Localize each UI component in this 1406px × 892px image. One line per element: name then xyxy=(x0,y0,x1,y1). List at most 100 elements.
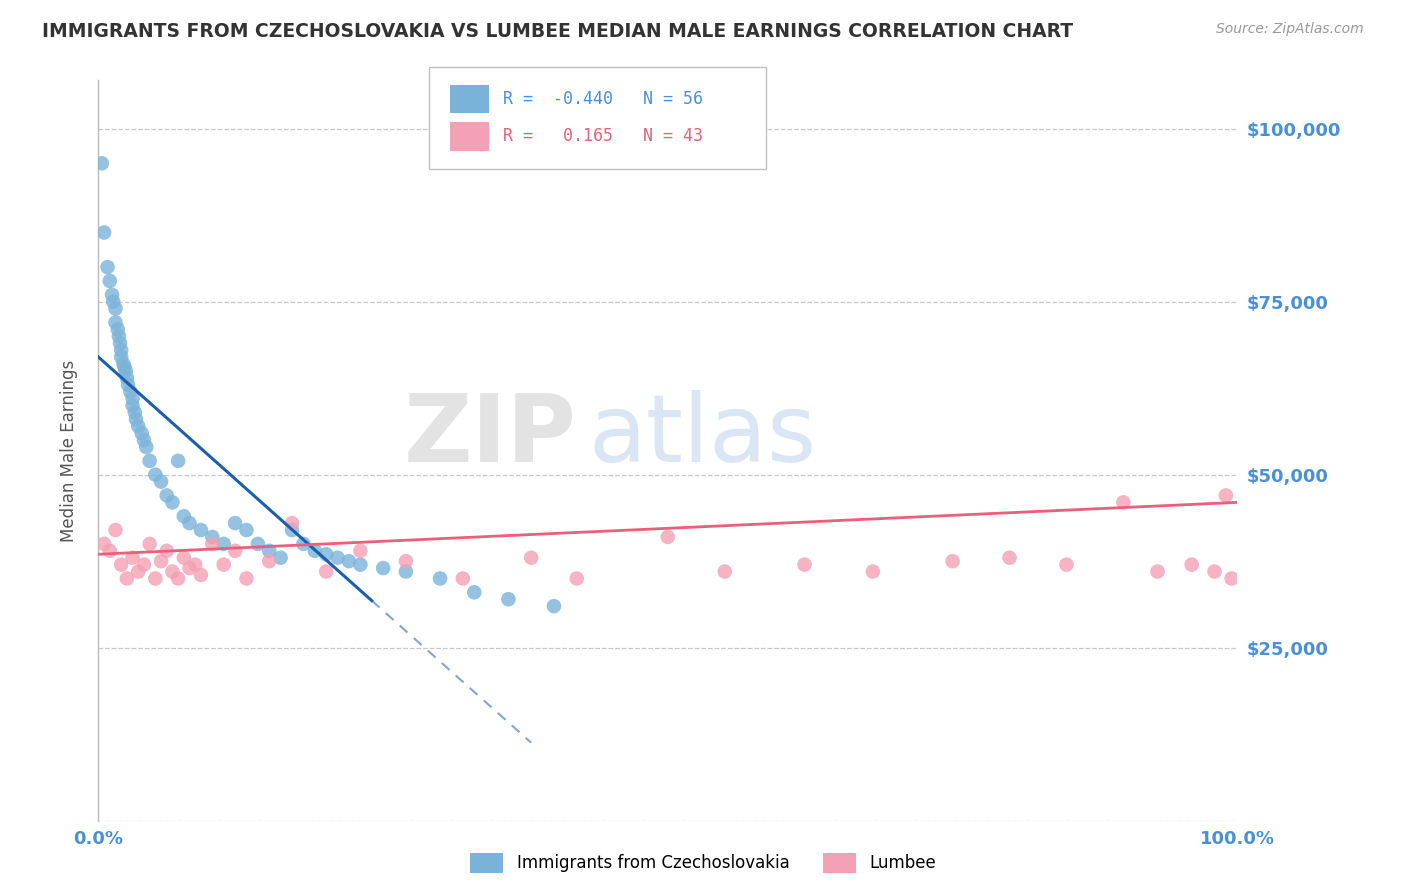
Point xyxy=(173,550,195,565)
Point xyxy=(543,599,565,614)
Point xyxy=(121,392,143,406)
Point xyxy=(108,329,131,343)
Point xyxy=(115,371,138,385)
Point xyxy=(179,516,201,530)
Point xyxy=(201,530,224,544)
Point xyxy=(112,357,135,371)
Point xyxy=(104,523,127,537)
Text: R =   0.165   N = 43: R = 0.165 N = 43 xyxy=(503,128,703,145)
Point xyxy=(110,350,132,364)
Point xyxy=(281,523,304,537)
Point xyxy=(104,315,127,329)
Point xyxy=(101,287,124,301)
Point xyxy=(714,565,737,579)
Point xyxy=(96,260,118,274)
Point xyxy=(1112,495,1135,509)
Point xyxy=(395,565,418,579)
Point xyxy=(337,554,360,568)
Point xyxy=(315,565,337,579)
Point xyxy=(124,405,146,419)
Point xyxy=(212,537,235,551)
Point xyxy=(429,572,451,586)
Point xyxy=(565,572,588,586)
Point xyxy=(132,558,155,572)
Point xyxy=(104,301,127,316)
Point xyxy=(110,343,132,358)
Point xyxy=(184,558,207,572)
Point xyxy=(1215,488,1237,502)
Point xyxy=(1204,565,1226,579)
Text: IMMIGRANTS FROM CZECHOSLOVAKIA VS LUMBEE MEDIAN MALE EARNINGS CORRELATION CHART: IMMIGRANTS FROM CZECHOSLOVAKIA VS LUMBEE… xyxy=(42,22,1073,41)
Text: R =  -0.440   N = 56: R = -0.440 N = 56 xyxy=(503,90,703,108)
Point xyxy=(1056,558,1078,572)
Point xyxy=(156,543,179,558)
Point xyxy=(115,572,138,586)
Point xyxy=(114,360,136,375)
Point xyxy=(131,426,153,441)
Point xyxy=(1220,572,1243,586)
Point xyxy=(270,550,292,565)
Point xyxy=(349,543,371,558)
Point xyxy=(173,509,195,524)
Point xyxy=(793,558,815,572)
Point xyxy=(150,475,173,489)
Point xyxy=(190,523,212,537)
Point xyxy=(998,550,1021,565)
Point xyxy=(235,523,257,537)
Point xyxy=(145,467,167,482)
Point xyxy=(259,543,281,558)
Point xyxy=(125,412,148,426)
Point xyxy=(942,554,965,568)
Point xyxy=(127,565,149,579)
Text: ZIP: ZIP xyxy=(404,390,576,482)
Point xyxy=(138,537,160,551)
Point xyxy=(190,568,212,582)
Point xyxy=(498,592,520,607)
Point xyxy=(121,550,143,565)
Point xyxy=(162,495,184,509)
Point xyxy=(212,558,235,572)
Point xyxy=(259,554,281,568)
Point xyxy=(120,384,142,399)
Point xyxy=(110,558,132,572)
Point xyxy=(304,543,326,558)
Point xyxy=(167,454,190,468)
Point xyxy=(108,336,131,351)
Point xyxy=(98,274,121,288)
Point xyxy=(371,561,394,575)
Point xyxy=(107,322,129,336)
Point xyxy=(167,572,190,586)
Point xyxy=(451,572,474,586)
Point xyxy=(657,530,679,544)
Point xyxy=(138,454,160,468)
Text: atlas: atlas xyxy=(588,390,817,482)
Point xyxy=(1146,565,1168,579)
Point xyxy=(281,516,304,530)
Point xyxy=(103,294,125,309)
Point xyxy=(315,547,337,561)
Point xyxy=(132,433,155,447)
Point xyxy=(463,585,485,599)
Point xyxy=(114,364,136,378)
Point xyxy=(246,537,269,551)
Point xyxy=(862,565,884,579)
Point xyxy=(127,419,149,434)
Point xyxy=(90,156,112,170)
Point xyxy=(162,565,184,579)
Point xyxy=(201,537,224,551)
Point xyxy=(292,537,315,551)
Point xyxy=(117,377,139,392)
Point xyxy=(121,399,143,413)
Point xyxy=(224,543,246,558)
Legend: Immigrants from Czechoslovakia, Lumbee: Immigrants from Czechoslovakia, Lumbee xyxy=(463,847,943,880)
Point xyxy=(93,226,115,240)
Point xyxy=(326,550,349,565)
Point xyxy=(235,572,257,586)
Point xyxy=(156,488,179,502)
Point xyxy=(179,561,201,575)
Point xyxy=(135,440,157,454)
Point xyxy=(150,554,173,568)
Point xyxy=(349,558,371,572)
Point xyxy=(93,537,115,551)
Text: Source: ZipAtlas.com: Source: ZipAtlas.com xyxy=(1216,22,1364,37)
